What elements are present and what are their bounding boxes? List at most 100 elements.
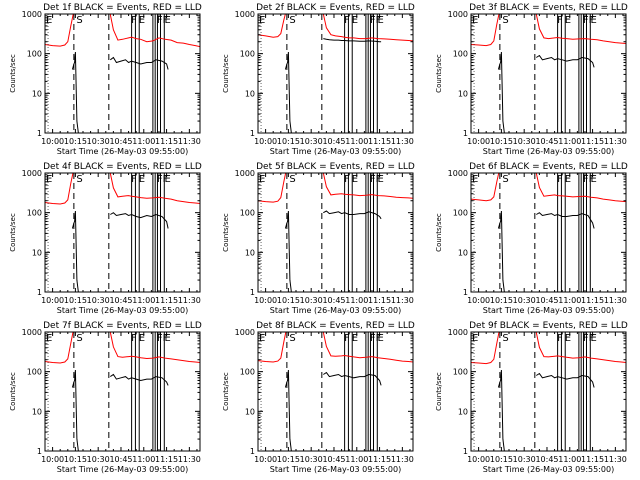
x-tick-label: 10:15 (277, 137, 300, 146)
panel-title: Det 7f BLACK = Events, RED = LLD (43, 321, 202, 331)
flag-label: E (472, 174, 478, 185)
flag-label: S (289, 15, 295, 26)
x-tick-label: 10:45 (322, 455, 345, 464)
y-tick-label: 1000 (448, 10, 468, 19)
plot-frame (257, 172, 414, 293)
marker-lines (286, 332, 378, 451)
events-series-line (71, 51, 79, 133)
x-tick-label: 11:15 (368, 137, 391, 146)
panel-title: Det 2f BLACK = Events, RED = LLD (256, 3, 415, 13)
y-axis-label: Counts/sec (9, 372, 17, 411)
lld-series-line (258, 173, 413, 203)
y-axis-label: Counts/sec (9, 54, 17, 93)
detector-panel-3: Det 3f BLACK = Events, RED = LLD Counts/s… (435, 3, 628, 156)
marker-lines (73, 173, 165, 292)
flag-label: E (165, 174, 171, 185)
y-tick-label: 100 (27, 50, 42, 59)
x-tick-label: 11:00 (345, 296, 368, 305)
flag-label: E (352, 333, 358, 344)
events-series-line (323, 38, 382, 43)
x-tick-label: 11:30 (604, 455, 627, 464)
panel-title: Det 3f BLACK = Events, RED = LLD (469, 3, 628, 13)
y-tick-label: 100 (27, 368, 42, 377)
flag-label: E (46, 15, 52, 26)
x-tick-label: 10:15 (490, 296, 513, 305)
lld-series-line (45, 14, 200, 48)
x-tick-label: 11:00 (132, 455, 155, 464)
plot-frame (257, 331, 414, 452)
x-tick-label: 10:45 (322, 296, 345, 305)
flag-label: F (557, 174, 563, 185)
flag-label: S (76, 174, 82, 185)
panel-title: Det 9f BLACK = Events, RED = LLD (469, 321, 628, 331)
x-tick-label: 11:15 (155, 137, 178, 146)
series-group (471, 173, 626, 292)
flag-label: E (259, 174, 265, 185)
events-series-line (497, 210, 505, 292)
x-tick-label: 10:30 (513, 455, 536, 464)
y-tick-label: 100 (240, 368, 255, 377)
x-tick-label: 10:45 (109, 455, 132, 464)
y-tick-label: 1000 (235, 328, 255, 337)
flag-label: FF (157, 174, 169, 185)
events-series-line (110, 56, 169, 70)
x-tick-label: 11:30 (604, 137, 627, 146)
series-group (45, 332, 200, 451)
marker-lines (73, 332, 165, 451)
lld-series-line (45, 332, 200, 364)
y-tick-label: 10 (458, 89, 468, 98)
x-tick-label: 10:30 (300, 296, 323, 305)
events-series-line (323, 210, 382, 220)
x-tick-label: 10:30 (300, 137, 323, 146)
detector-panel-4: Det 4f BLACK = Events, RED = LLD Counts/s… (9, 162, 202, 315)
x-tick-label: 11:15 (368, 296, 391, 305)
panel-title: Det 4f BLACK = Events, RED = LLD (43, 162, 202, 172)
x-tick-label: 11:30 (391, 137, 414, 146)
y-tick-label: 10 (32, 89, 42, 98)
flag-label: F (344, 15, 350, 26)
flag-label: E (139, 174, 145, 185)
lld-series-line (471, 14, 626, 47)
flag-label: FF (157, 15, 169, 26)
series-group (258, 173, 413, 292)
events-series-line (323, 371, 382, 386)
flag-label: F (557, 15, 563, 26)
flag-label: E (565, 15, 571, 26)
y-tick-label: 1000 (235, 10, 255, 19)
plot-frame (44, 172, 201, 293)
y-tick-label: 1 (37, 447, 42, 456)
flag-label: F (344, 333, 350, 344)
events-series-line (536, 372, 595, 388)
detector-panel-8: Det 8f BLACK = Events, RED = LLD Counts/s… (222, 321, 415, 474)
x-tick-label: 11:30 (391, 455, 414, 464)
detector-panel-5: Det 5f BLACK = Events, RED = LLD Counts/s… (222, 162, 415, 315)
flag-label: E (378, 174, 384, 185)
x-axis-label: Start Time (26-May-03 09:55:00) (483, 147, 614, 156)
panel-title: Det 6f BLACK = Events, RED = LLD (469, 162, 628, 172)
x-tick-label: 11:30 (604, 296, 627, 305)
x-tick-label: 11:15 (368, 455, 391, 464)
y-tick-label: 1 (463, 447, 468, 456)
x-tick-label: 10:45 (109, 137, 132, 146)
flag-label: FF (370, 15, 382, 26)
lld-series-line (258, 14, 413, 42)
y-tick-label: 1 (250, 129, 255, 138)
x-tick-label: 10:30 (300, 455, 323, 464)
y-tick-label: 10 (245, 407, 255, 416)
panel-title: Det 1f BLACK = Events, RED = LLD (43, 3, 202, 13)
detector-panel-1: Det 1f BLACK = Events, RED = LLD Counts/s… (9, 3, 202, 156)
x-tick-label: 11:15 (581, 455, 604, 464)
x-tick-label: 11:15 (155, 296, 178, 305)
x-tick-label: 11:15 (581, 137, 604, 146)
x-tick-label: 10:15 (490, 137, 513, 146)
marker-lines (286, 14, 378, 133)
events-series-line (284, 369, 292, 451)
x-tick-label: 10:45 (535, 296, 558, 305)
flag-label: S (289, 333, 295, 344)
events-series-line (536, 54, 595, 68)
panel-title: Det 5f BLACK = Events, RED = LLD (256, 162, 415, 172)
events-series-line (71, 210, 79, 292)
flag-label: S (76, 15, 82, 26)
